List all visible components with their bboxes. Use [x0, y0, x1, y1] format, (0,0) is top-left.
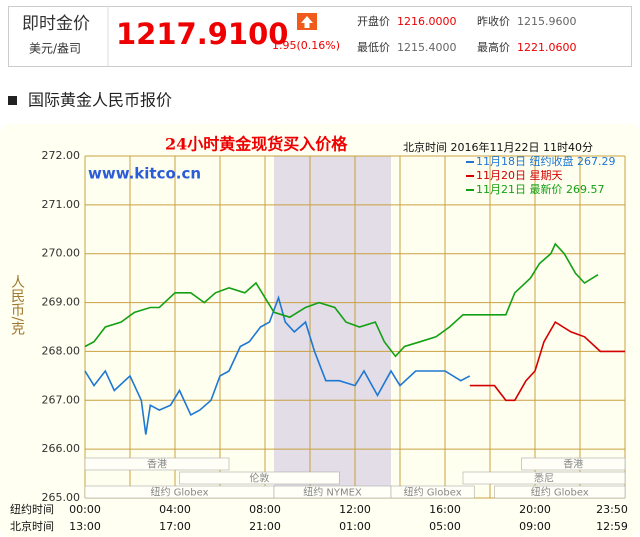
session-label: 香港: [563, 459, 583, 471]
watermark: www.kitco.cn: [88, 165, 201, 183]
quote-unit: 美元/盎司: [29, 42, 81, 56]
x-tick-label: 20:00: [519, 503, 551, 516]
y-tick-label: 271.00: [42, 198, 81, 211]
stat-label: 昨收价: [477, 14, 510, 28]
series-line: [469, 320, 625, 402]
x-tick-label: 05:00: [429, 520, 461, 533]
x-row-label: 纽约时间: [10, 502, 54, 516]
stat-label: 最高价: [477, 40, 510, 54]
session-label: 纽约 Globex: [404, 486, 462, 499]
x-tick-label: 00:00: [69, 503, 101, 516]
session-strip: [494, 485, 626, 499]
x-tick-label: 13:00: [69, 520, 101, 533]
section-title: 国际黄金人民币报价: [28, 91, 172, 110]
y-tick-label: 272.00: [42, 149, 81, 162]
stat-label: 最低价: [357, 41, 390, 54]
x-tick-label: 21:00: [249, 520, 281, 533]
x-tick-label: 01:00: [339, 520, 371, 533]
y-tick-label: 268.00: [42, 344, 81, 357]
x-tick-label: 16:00: [429, 503, 461, 516]
legend-label: 11月18日 纽约收盘 267.29: [476, 154, 615, 168]
session-label: 香港: [147, 459, 167, 471]
x-tick-label: 09:00: [519, 520, 551, 533]
quote-price: 1217.9100: [116, 17, 288, 51]
x-tick-label: 04:00: [159, 503, 191, 516]
session-label: 纽约 Globex: [150, 486, 208, 499]
y-axis-label: 人民币/克: [9, 275, 25, 337]
session-strip: [179, 471, 340, 485]
section-bullet: [8, 96, 17, 105]
x-tick-label: 23:50: [596, 503, 628, 516]
session-strip: [390, 485, 475, 499]
stat-value: 1216.0000: [397, 15, 457, 28]
session-label: 纽约 NYMEX: [303, 486, 362, 499]
y-tick-label: 267.00: [42, 393, 81, 406]
series-line: [84, 295, 471, 435]
session-label: 伦敦: [249, 472, 269, 485]
x-tick-label: 12:00: [339, 503, 371, 516]
y-tick-label: 269.00: [42, 296, 81, 309]
x-row-label: 北京时间: [10, 519, 54, 533]
up-arrow: [301, 16, 313, 28]
session-strip: [462, 471, 626, 485]
x-tick-label: 08:00: [249, 503, 281, 516]
x-tick-label: 17:00: [159, 520, 191, 533]
chart: 265.00 266.00 267.00 268.00 269.00 270.00 271.…: [9, 135, 628, 534]
quote-title: 即时金价: [22, 14, 90, 34]
y-tick-label: 270.00: [42, 247, 81, 260]
stat-value: 1221.0600: [517, 41, 577, 54]
timestamp: 北京时间 2016年11月22日 11时40分: [403, 140, 593, 154]
session-strip: [84, 457, 230, 471]
quote-change: 1.95(0.16%): [272, 39, 340, 52]
chart-title: 24小时黄金现货买入价格: [165, 135, 348, 154]
legend-label: 11月21日 最新价 269.57: [476, 182, 604, 196]
stat-value: 1215.4000: [397, 41, 457, 54]
shaded-session: [274, 156, 391, 498]
y-tick-label: 266.00: [42, 442, 81, 455]
session-strip: [521, 457, 626, 471]
stat-label: 开盘价: [357, 14, 390, 28]
series-line: [84, 242, 599, 358]
y-tick-label: 265.00: [42, 491, 81, 504]
session-label: 纽约 Globex: [531, 486, 589, 499]
quote-box: [8, 6, 632, 67]
stat-value: 1215.9600: [517, 15, 577, 28]
legend-label: 11月20日 星期天: [476, 169, 563, 182]
session-label: 悉尼: [534, 473, 554, 485]
x-tick-label: 12:59: [596, 520, 628, 533]
